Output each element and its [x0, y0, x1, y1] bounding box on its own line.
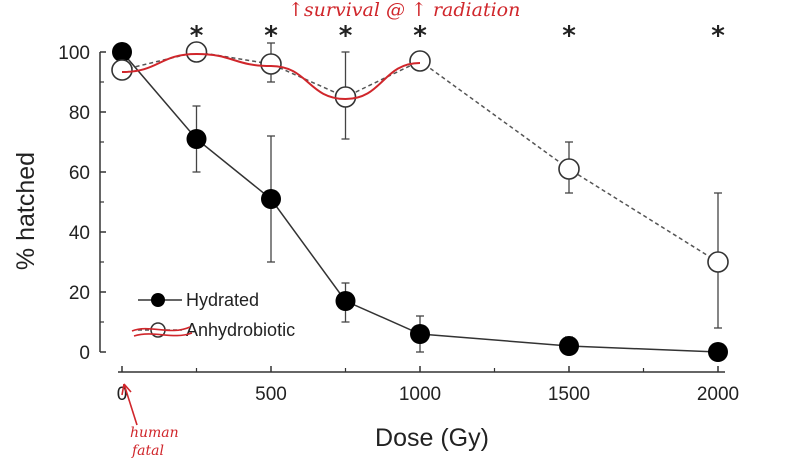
- data-point-anhydrobiotic: [260, 53, 282, 75]
- y-tick-label: 0: [79, 343, 90, 364]
- annotation-human: human: [130, 425, 179, 441]
- red-legend-scribble: [131, 326, 193, 337]
- x-axis-label: Dose (Gy): [375, 424, 489, 452]
- data-point-hydrated: [410, 324, 430, 344]
- y-tick-label: 40: [69, 223, 90, 244]
- significance-star: *: [711, 21, 725, 51]
- data-point-anhydrobiotic: [558, 158, 580, 180]
- legend-hydrated-marker: [151, 293, 165, 307]
- annotation-arrow-line: [123, 383, 138, 426]
- x-tick-label: 2000: [697, 384, 739, 405]
- x-tick-label: 1000: [399, 384, 441, 405]
- series-line-anhydrobiotic: [121, 51, 719, 263]
- y-axis-label: % hatched: [12, 152, 40, 270]
- y-tick-label: 100: [58, 43, 90, 64]
- legend-hydrated-label: Hydrated: [186, 290, 259, 310]
- data-point-anhydrobiotic: [334, 86, 357, 108]
- red-trace-curve: [121, 52, 421, 101]
- data-point-hydrated: [261, 189, 281, 209]
- data-point-hydrated: [112, 42, 132, 62]
- data-point-anhydrobiotic: [409, 50, 431, 72]
- significance-star: *: [562, 21, 576, 51]
- significance-star: *: [190, 21, 204, 51]
- legend: Hydrated Anhydrobiotic: [138, 290, 295, 340]
- data-point-anhydrobiotic: [111, 59, 133, 81]
- y-tick-label: 60: [69, 163, 90, 184]
- significance-star: *: [339, 21, 353, 51]
- annotation-arrow-head: [121, 383, 132, 396]
- significance-star: *: [264, 21, 278, 51]
- data-point-hydrated: [335, 291, 356, 311]
- annotation-survival-radiation: ↑survival @ ↑ radiation: [288, 0, 520, 21]
- y-tick-label: 80: [69, 103, 90, 124]
- data-point-hydrated: [559, 336, 579, 356]
- annotation-fatal: fatal: [131, 443, 164, 459]
- significance-star: *: [413, 21, 427, 51]
- data-point-hydrated: [708, 342, 728, 362]
- data-point-anhydrobiotic: [185, 41, 208, 63]
- handwritten-annotations: ↑survival @ ↑ radiation human fatal: [121, 0, 520, 459]
- legend-anhydrobiotic-label: Anhydrobiotic: [186, 320, 295, 340]
- x-tick-label: 1500: [548, 384, 590, 405]
- data-point-hydrated: [186, 129, 207, 149]
- x-tick-label: 500: [255, 384, 287, 405]
- data-point-anhydrobiotic: [707, 251, 729, 273]
- y-tick-label: 20: [69, 283, 90, 304]
